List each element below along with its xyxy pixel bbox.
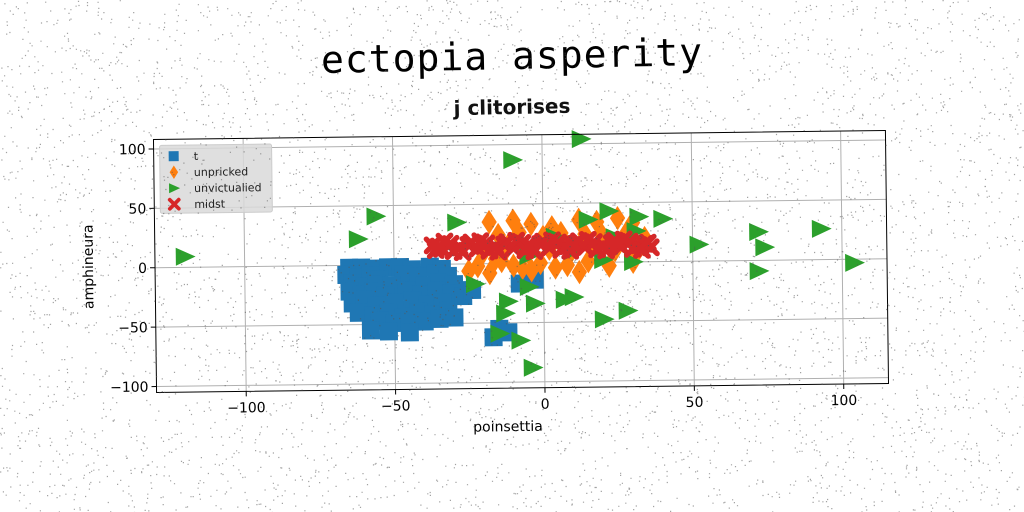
y-gridline bbox=[155, 317, 888, 328]
data-point bbox=[465, 275, 486, 294]
series-midst bbox=[423, 230, 660, 262]
x-tick-label: −100 bbox=[227, 400, 266, 416]
data-point bbox=[498, 292, 519, 311]
data-point bbox=[430, 309, 449, 329]
data-point bbox=[511, 331, 532, 350]
data-point bbox=[564, 288, 585, 307]
data-point bbox=[490, 324, 511, 343]
data-point bbox=[755, 238, 776, 257]
y-tick-label: 100 bbox=[119, 142, 146, 158]
data-point bbox=[461, 258, 477, 284]
data-point bbox=[496, 304, 516, 323]
x-gridline bbox=[840, 131, 845, 385]
data-point bbox=[564, 235, 583, 254]
legend: t unpricked unvictualied midst bbox=[159, 143, 273, 214]
data-point bbox=[845, 253, 865, 272]
data-point bbox=[379, 322, 398, 341]
data-point bbox=[749, 262, 770, 281]
y-tick-label: 50 bbox=[128, 201, 146, 217]
data-point bbox=[429, 237, 448, 256]
data-point bbox=[175, 247, 196, 266]
x-tick-label: 100 bbox=[830, 393, 857, 409]
y-gridline bbox=[153, 139, 886, 150]
legend-marker bbox=[169, 165, 179, 179]
data-point bbox=[623, 253, 644, 272]
data-point bbox=[366, 207, 387, 226]
data-point bbox=[519, 236, 538, 255]
y-axis-label: amphineura bbox=[81, 224, 98, 309]
legend-label: t bbox=[194, 150, 199, 163]
data-point bbox=[503, 151, 524, 170]
data-point bbox=[594, 310, 615, 329]
data-point bbox=[599, 202, 620, 221]
x-tick-label: 0 bbox=[541, 397, 550, 413]
data-point bbox=[749, 222, 769, 241]
x-tick-label: −50 bbox=[381, 398, 411, 414]
data-point bbox=[525, 294, 546, 313]
x-axis-label: poinsettia bbox=[473, 419, 543, 436]
data-point bbox=[523, 258, 540, 283]
y-gridline bbox=[154, 198, 887, 209]
data-point bbox=[505, 253, 522, 278]
y-gridline bbox=[156, 377, 889, 388]
legend-marker bbox=[169, 183, 181, 194]
data-point bbox=[653, 209, 674, 228]
legend-label: unpricked bbox=[194, 165, 248, 179]
data-point bbox=[361, 321, 381, 340]
data-point bbox=[608, 235, 627, 254]
data-point bbox=[400, 323, 419, 342]
data-point bbox=[474, 236, 493, 255]
x-gridline bbox=[690, 132, 695, 386]
data-point bbox=[523, 211, 539, 237]
data-point bbox=[482, 261, 498, 286]
data-point bbox=[635, 234, 654, 253]
data-point bbox=[470, 254, 486, 279]
legend-label: unvictualied bbox=[194, 181, 262, 195]
y-tick-label: −100 bbox=[110, 380, 149, 396]
data-point bbox=[626, 222, 647, 241]
data-point bbox=[597, 241, 616, 260]
data-point bbox=[349, 303, 368, 322]
data-point bbox=[519, 278, 540, 297]
data-point bbox=[348, 230, 369, 249]
data-point bbox=[580, 249, 596, 274]
data-point bbox=[811, 219, 832, 238]
plot-frame bbox=[152, 130, 890, 393]
legend-marker bbox=[168, 151, 179, 162]
data-point bbox=[629, 207, 650, 226]
data-point bbox=[415, 312, 434, 331]
legend-box bbox=[159, 143, 273, 214]
data-point bbox=[445, 308, 464, 327]
x-tick-label: 50 bbox=[686, 395, 704, 411]
y-tick-label: 0 bbox=[138, 261, 147, 277]
data-point bbox=[489, 242, 508, 261]
legend-marker bbox=[167, 197, 181, 211]
data-point bbox=[618, 301, 639, 320]
data-point bbox=[578, 230, 597, 249]
data-point bbox=[453, 243, 472, 262]
plot-group: −100 −50 0 50 100 −100 −50 0 50 100 poinsettia amph… bbox=[81, 130, 890, 436]
y-tick-label: −50 bbox=[118, 320, 148, 336]
data-point bbox=[447, 213, 468, 232]
data-point bbox=[481, 209, 497, 235]
data-point bbox=[523, 358, 544, 377]
legend-label: midst bbox=[194, 198, 226, 211]
data-point bbox=[547, 255, 564, 280]
